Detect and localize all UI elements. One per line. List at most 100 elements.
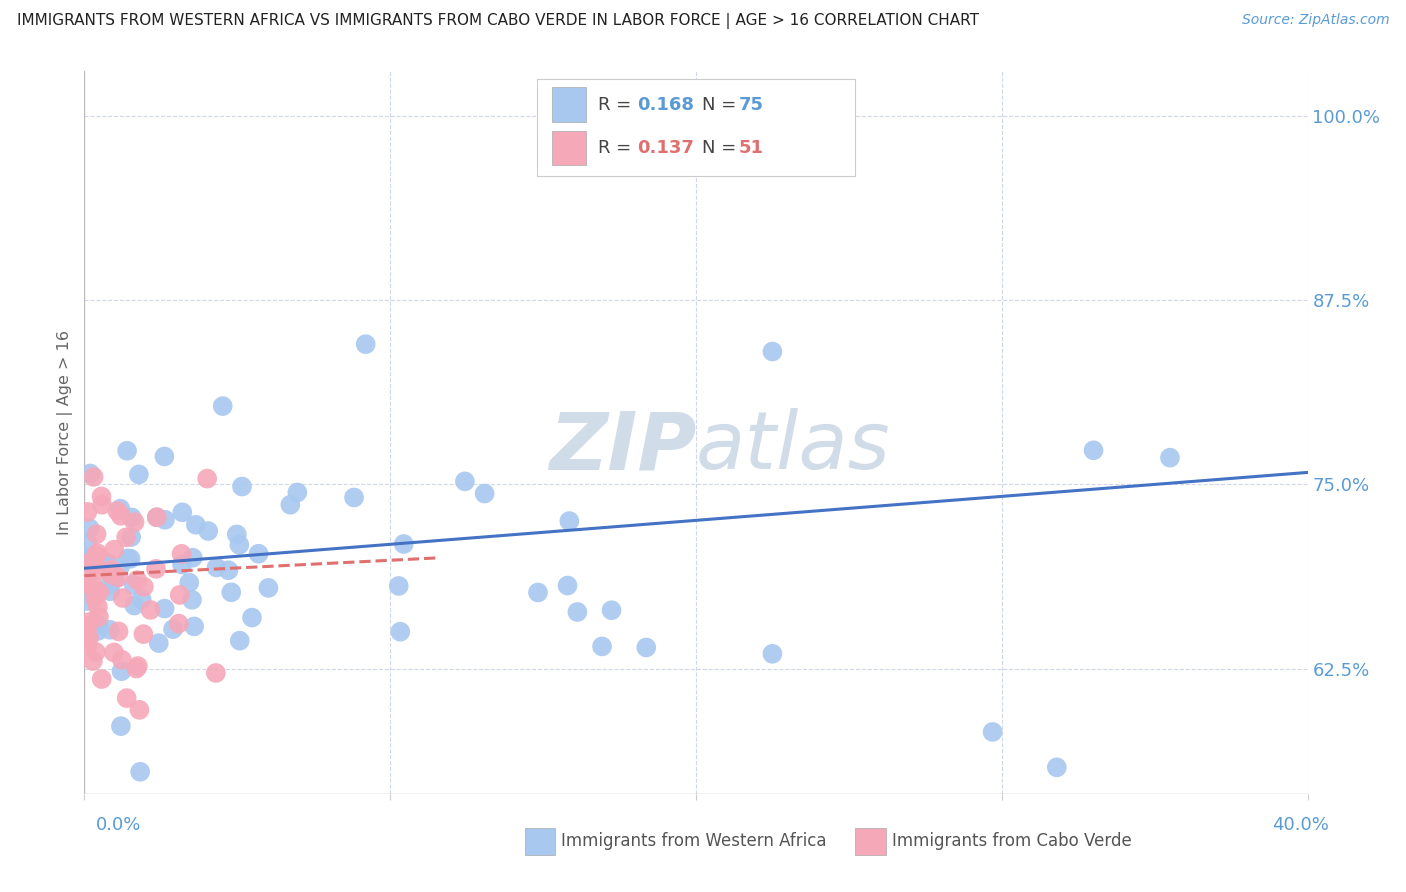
Point: [120, 551, 142, 566]
Point: [100, 563, 122, 577]
Point: [86, 527, 108, 541]
Point: [86, 549, 108, 563]
Point: [389, 624, 412, 639]
Point: [79, 563, 101, 577]
Point: [184, 517, 207, 532]
Point: [124, 515, 146, 529]
Point: [205, 560, 228, 574]
Point: [79, 467, 101, 481]
Point: [89, 585, 111, 599]
Point: [128, 467, 150, 482]
Point: [111, 653, 134, 667]
Point: [148, 636, 170, 650]
Point: [558, 514, 581, 528]
Point: [77, 620, 100, 634]
Point: [146, 510, 169, 524]
Text: Immigrants from Cabo Verde: Immigrants from Cabo Verde: [891, 832, 1132, 850]
Point: [761, 647, 783, 661]
Bar: [524, 828, 555, 855]
Text: 0.0%: 0.0%: [96, 816, 141, 834]
Point: [86, 546, 108, 560]
Text: 0.168: 0.168: [637, 95, 695, 113]
Point: [527, 585, 550, 599]
Point: [122, 599, 145, 613]
Point: [110, 719, 132, 733]
Point: [146, 510, 169, 524]
Text: 40.0%: 40.0%: [1272, 816, 1329, 834]
Point: [132, 580, 155, 594]
Point: [219, 585, 242, 599]
Point: [115, 691, 138, 706]
Point: [89, 563, 111, 577]
Point: [229, 633, 252, 648]
Point: [225, 527, 247, 541]
Point: [76, 550, 98, 565]
Bar: [551, 87, 586, 122]
Point: [98, 578, 121, 592]
Point: [145, 562, 167, 576]
Point: [162, 622, 184, 636]
Point: [170, 558, 193, 572]
Point: [80, 554, 103, 568]
Point: [172, 505, 194, 519]
Point: [103, 573, 125, 587]
Point: [132, 627, 155, 641]
Point: [87, 618, 110, 632]
Point: [228, 538, 250, 552]
Point: [103, 645, 125, 659]
Point: [120, 530, 142, 544]
Point: [110, 508, 132, 523]
Point: [83, 591, 105, 605]
Point: [76, 558, 98, 573]
Point: [91, 498, 114, 512]
Point: [181, 592, 204, 607]
Point: [211, 399, 233, 413]
Point: [474, 486, 496, 500]
Point: [981, 725, 1004, 739]
Point: [231, 479, 253, 493]
Text: N =: N =: [702, 95, 742, 113]
Point: [205, 665, 228, 680]
Point: [90, 490, 112, 504]
Text: atlas: atlas: [696, 408, 891, 486]
Point: [257, 581, 280, 595]
Point: [105, 504, 128, 518]
Point: [1046, 760, 1069, 774]
Point: [110, 501, 132, 516]
Point: [170, 547, 193, 561]
Point: [139, 603, 162, 617]
Point: [87, 599, 110, 614]
Text: ZIP: ZIP: [548, 408, 696, 486]
Point: [76, 639, 98, 653]
Point: [567, 605, 589, 619]
Point: [183, 619, 205, 633]
Point: [153, 601, 176, 615]
Bar: [855, 828, 886, 855]
Point: [131, 592, 153, 607]
Point: [181, 550, 204, 565]
Point: [97, 558, 120, 572]
Point: [454, 475, 477, 489]
Point: [117, 551, 139, 566]
Point: [280, 498, 302, 512]
Point: [76, 536, 98, 550]
Point: [90, 672, 112, 686]
Point: [125, 661, 148, 675]
Point: [86, 585, 108, 599]
Point: [388, 579, 411, 593]
Point: [87, 624, 110, 638]
Point: [87, 609, 110, 624]
Text: Immigrants from Western Africa: Immigrants from Western Africa: [561, 832, 827, 850]
Point: [98, 584, 121, 599]
Point: [285, 485, 308, 500]
Point: [79, 521, 101, 535]
Point: [557, 578, 579, 592]
Point: [343, 491, 366, 505]
Point: [169, 588, 191, 602]
Point: [127, 659, 149, 673]
Point: [115, 530, 138, 544]
FancyBboxPatch shape: [537, 78, 855, 176]
Bar: [551, 130, 586, 165]
Point: [129, 764, 152, 779]
Point: [82, 578, 104, 592]
